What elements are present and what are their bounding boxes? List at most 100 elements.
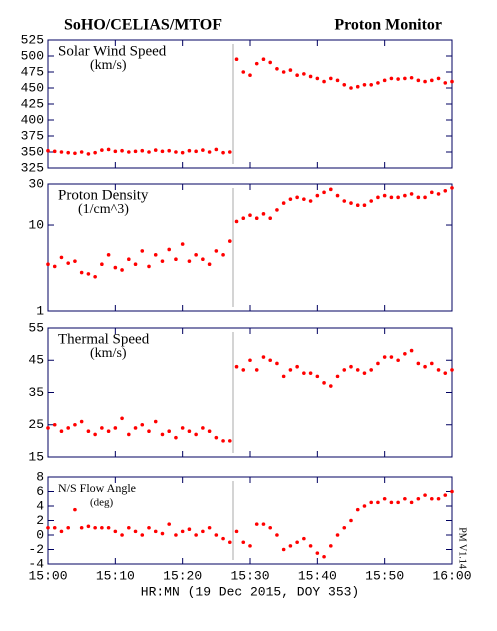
data-point xyxy=(369,500,374,505)
data-point xyxy=(261,522,266,526)
data-point xyxy=(221,253,225,257)
data-point xyxy=(315,76,320,81)
data-point xyxy=(423,364,427,369)
data-point xyxy=(302,72,306,76)
data-point xyxy=(403,352,407,356)
data-point xyxy=(362,203,367,208)
data-point xyxy=(120,416,124,421)
x-tick-label: 15:10 xyxy=(96,568,135,583)
y-tick-label: 325 xyxy=(21,160,44,175)
data-point xyxy=(86,524,91,529)
data-point xyxy=(167,148,171,153)
data-point xyxy=(59,529,64,534)
data-point xyxy=(342,199,347,203)
data-point xyxy=(355,203,360,208)
data-point xyxy=(389,355,394,359)
y-tick-label: 25 xyxy=(28,417,44,432)
data-point xyxy=(295,195,299,200)
data-point xyxy=(389,195,394,200)
data-point xyxy=(66,150,70,155)
data-point xyxy=(79,150,84,154)
data-point xyxy=(322,381,326,385)
data-point xyxy=(113,426,118,430)
data-point xyxy=(133,149,138,154)
data-point xyxy=(295,364,299,369)
data-point xyxy=(268,60,273,65)
data-point xyxy=(180,529,185,534)
data-point xyxy=(396,77,400,81)
data-point xyxy=(234,219,239,224)
data-point xyxy=(127,525,131,530)
data-point xyxy=(100,525,104,530)
data-point xyxy=(369,199,374,203)
y-tick-label: 375 xyxy=(21,128,44,143)
data-point xyxy=(416,496,421,501)
y-tick-label: 35 xyxy=(28,385,44,400)
data-point xyxy=(214,533,219,537)
data-point xyxy=(315,551,320,555)
data-point xyxy=(308,74,313,79)
data-point xyxy=(382,355,387,359)
data-point xyxy=(275,67,279,71)
data-point xyxy=(342,368,347,372)
data-point xyxy=(430,190,434,195)
data-point xyxy=(140,249,145,253)
data-point xyxy=(376,81,380,85)
data-point xyxy=(436,368,441,372)
data-point xyxy=(187,429,192,434)
data-point xyxy=(315,374,320,379)
data-point xyxy=(396,358,400,363)
data-point xyxy=(342,525,347,530)
y-tick-label: 450 xyxy=(21,80,44,95)
data-point xyxy=(382,193,387,198)
data-point xyxy=(234,364,239,369)
data-point xyxy=(261,212,266,216)
y-tick-label: 425 xyxy=(21,96,44,111)
data-point xyxy=(322,79,326,84)
data-point xyxy=(369,83,374,87)
data-point xyxy=(254,368,259,372)
data-point xyxy=(147,525,151,530)
y-tick-label: -2 xyxy=(28,542,44,557)
data-point xyxy=(207,429,212,434)
data-point xyxy=(248,358,252,363)
data-point xyxy=(349,86,353,90)
data-point xyxy=(430,361,434,366)
data-point xyxy=(79,270,84,275)
data-point xyxy=(106,429,111,434)
data-point xyxy=(147,150,151,154)
data-point xyxy=(93,274,97,279)
data-point xyxy=(106,147,111,152)
data-point xyxy=(160,149,165,154)
data-point xyxy=(248,544,252,548)
data-point xyxy=(93,150,97,155)
data-point xyxy=(174,435,178,440)
data-point xyxy=(194,533,198,537)
panel-subtitle: (deg) xyxy=(90,497,114,509)
data-point xyxy=(59,150,64,154)
data-point xyxy=(430,496,434,501)
data-point xyxy=(281,374,286,379)
y-tick-label: 475 xyxy=(21,64,44,79)
data-point xyxy=(167,522,171,526)
y-tick-label: 0 xyxy=(36,527,44,542)
data-point xyxy=(113,265,118,270)
data-point xyxy=(268,358,273,363)
data-point xyxy=(127,432,131,437)
data-point xyxy=(59,429,64,434)
data-point xyxy=(73,259,77,263)
data-point xyxy=(174,150,178,154)
data-point xyxy=(355,368,360,372)
y-tick-label: 525 xyxy=(21,32,44,47)
data-point xyxy=(322,190,326,195)
data-point xyxy=(281,547,286,552)
data-point xyxy=(133,426,138,430)
data-point xyxy=(140,533,145,537)
data-point xyxy=(140,148,145,153)
panel-subtitle: (km/s) xyxy=(90,58,127,73)
data-point xyxy=(153,148,158,152)
data-point xyxy=(382,78,387,83)
version: PM V1.14 xyxy=(457,527,468,569)
data-point xyxy=(133,262,138,267)
